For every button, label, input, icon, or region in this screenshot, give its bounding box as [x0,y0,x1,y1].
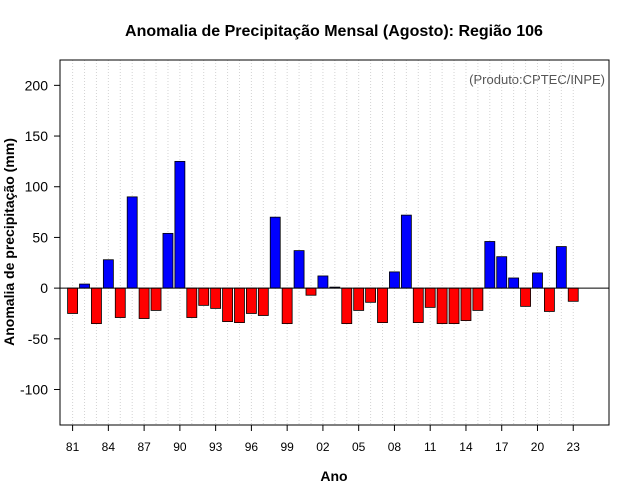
y-tick-label: 50 [32,229,48,245]
bar-1982 [79,283,90,289]
x-tick-label: 90 [173,440,187,454]
y-axis: -100 -50 0 50 100 150 200 [20,77,60,398]
bar-1981 [67,287,78,314]
x-tick-label: 81 [66,440,80,454]
y-tick-label: -100 [20,382,48,398]
bar-2005 [353,287,365,311]
x-axis: 81 84 87 90 93 96 99 02 05 08 11 14 17 20 23 [66,425,580,454]
x-axis-title: Ano [320,468,347,484]
x-tick-label: 02 [316,440,330,454]
y-tick-label: 200 [25,77,49,93]
bar-2020 [532,272,543,289]
bar-1997 [257,287,269,316]
x-tick-label: 84 [102,440,116,454]
bar-1986 [126,196,138,289]
bar-2013 [448,287,460,325]
bar-2015 [472,287,484,311]
bar-2022 [555,246,567,289]
x-tick-label: 14 [459,440,473,454]
y-tick-label: 100 [25,179,49,195]
bar-1985 [114,287,126,318]
x-tick-label: 23 [567,440,581,454]
bar-2016 [484,241,496,289]
y-axis-title: Anomalia de precipitação (mm) [1,138,17,346]
x-tick-label: 17 [495,440,509,454]
bar-1998 [269,216,281,289]
bar-1996 [245,287,257,314]
bar-2007 [377,287,388,323]
bar-2009 [400,214,412,289]
bar-1994 [222,287,233,322]
x-tick-label: 99 [280,440,294,454]
bar-2021 [544,287,555,312]
bar-1991 [186,287,198,318]
bar-2010 [412,287,424,323]
x-tick-label: 11 [424,440,437,454]
source-annotation: (Produto:CPTEC/INPE) [469,72,605,87]
bar-2004 [341,287,353,325]
bar-2017 [496,256,508,289]
bar-1992 [198,287,210,306]
x-tick-label: 87 [137,440,151,454]
grid-lines [72,60,574,425]
bar-2023 [567,287,579,302]
x-tick-label: 96 [245,440,259,454]
bar-1987 [138,287,150,319]
bar-1993 [210,287,222,309]
bars [67,160,579,325]
bar-1995 [234,287,245,323]
bar-2000 [293,250,305,289]
bar-2008 [389,271,400,289]
plot-frame [59,59,610,426]
x-tick-label: 20 [531,440,545,454]
bar-2006 [365,287,377,303]
bar-2011 [424,287,436,308]
chart-title: Anomalia de Precipitação Mensal (Agosto)… [125,23,543,40]
bar-1983 [91,287,102,325]
bar-1999 [281,287,293,325]
bar-2001 [305,287,317,296]
bar-1990 [174,160,186,289]
bar-2002 [317,275,329,289]
bar-2018 [508,277,520,289]
bar-2019 [520,287,531,307]
x-tick-label: 05 [352,440,366,454]
y-tick-label: 0 [40,280,48,296]
bar-1984 [102,259,114,289]
bar-2012 [436,287,448,325]
y-tick-label: 150 [25,128,49,144]
bar-1988 [150,287,162,311]
x-tick-label: 08 [388,440,402,454]
x-tick-label: 93 [209,440,223,454]
y-tick-label: -50 [28,331,48,347]
bar-1989 [162,232,174,289]
bar-2014 [460,287,472,321]
